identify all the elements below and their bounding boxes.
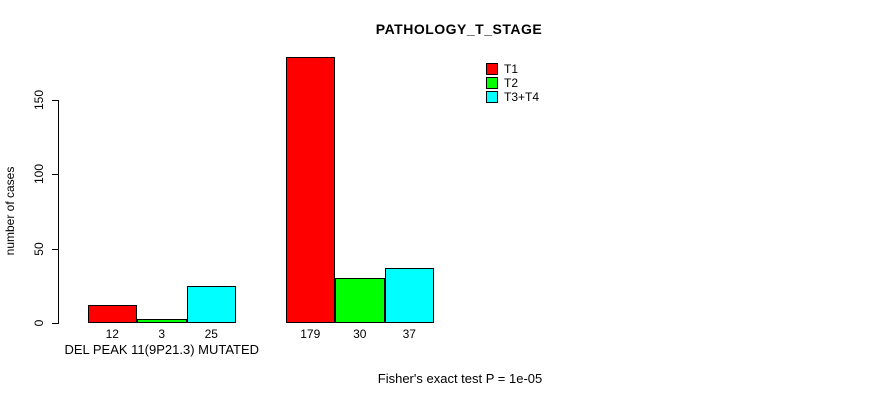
bar-t2 xyxy=(137,318,187,323)
y-tick-label: 0 xyxy=(32,319,46,327)
bar-value-label: 3 xyxy=(158,327,166,341)
bar-value-label: 30 xyxy=(353,327,367,341)
y-axis-line xyxy=(58,100,59,324)
y-axis-title: number of cases xyxy=(3,166,17,256)
bar-t3-t4 xyxy=(384,267,434,323)
legend-swatch-icon xyxy=(486,62,498,75)
y-tick-mark xyxy=(52,174,58,176)
legend-swatch-icon xyxy=(486,90,498,103)
y-tick-label: 50 xyxy=(32,241,46,256)
y-tick-mark xyxy=(52,248,58,250)
legend-row: T3+T4 xyxy=(486,90,539,103)
bar-t1 xyxy=(87,305,137,323)
bar-value-label: 12 xyxy=(105,327,119,341)
bar-value-label: 37 xyxy=(402,327,416,341)
y-tick-mark xyxy=(52,100,58,101)
legend-label: T2 xyxy=(504,75,519,90)
bar-t2 xyxy=(335,278,385,323)
bar-value-label: 179 xyxy=(300,327,321,341)
legend: T1 T2 T3+T4 xyxy=(486,62,539,104)
chart-title: PATHOLOGY_T_STAGE xyxy=(375,21,543,37)
y-tick-mark xyxy=(52,323,58,324)
bar-value-label: 25 xyxy=(204,327,218,341)
bar-t1 xyxy=(285,56,335,323)
y-tick-label: 150 xyxy=(32,89,46,111)
group-label: DEL PEAK 11(9P21.3) MUTATED xyxy=(64,342,260,357)
legend-row: T1 xyxy=(486,62,539,75)
bar-t3-t4 xyxy=(186,285,236,323)
y-tick-label: 100 xyxy=(32,164,46,185)
legend-label: T1 xyxy=(504,61,519,76)
statistical-test-note: Fisher's exact test P = 1e-05 xyxy=(377,371,543,386)
legend-row: T2 xyxy=(486,76,539,89)
legend-swatch-icon xyxy=(486,76,498,89)
legend-label: T3+T4 xyxy=(504,89,540,104)
